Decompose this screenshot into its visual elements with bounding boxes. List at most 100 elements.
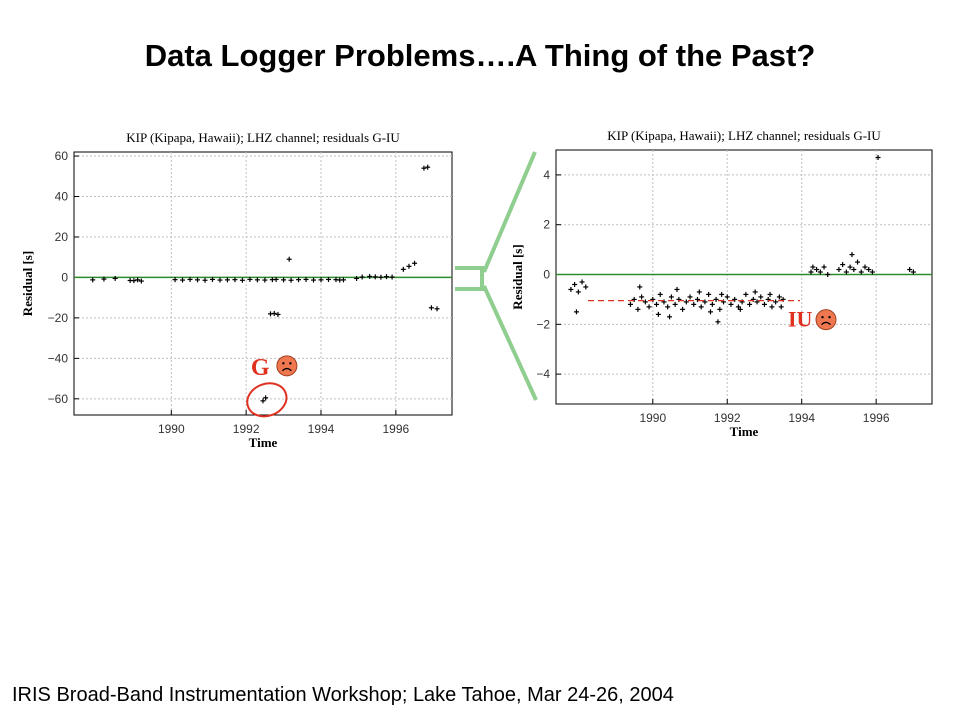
data-point	[910, 269, 916, 275]
plot-frame	[73, 151, 453, 416]
data-point	[90, 277, 96, 283]
x-axis-label: Time	[249, 435, 278, 450]
data-point	[434, 306, 440, 312]
data-point	[354, 275, 360, 281]
data-point	[275, 311, 281, 317]
data-point	[254, 277, 260, 283]
data-point	[719, 291, 725, 297]
data-point	[717, 306, 723, 312]
x-tick-label: 1990	[639, 411, 666, 425]
data-point	[724, 294, 730, 300]
data-point	[758, 294, 764, 300]
data-point	[715, 319, 721, 325]
data-point	[778, 304, 784, 310]
data-point	[372, 274, 378, 280]
data-point	[135, 277, 141, 283]
y-tick-label: −60	[48, 392, 69, 406]
data-point	[303, 276, 309, 282]
y-tick-label: 4	[543, 168, 550, 182]
data-point	[583, 284, 589, 290]
data-point	[286, 256, 292, 262]
data-point	[862, 264, 868, 270]
data-point	[732, 296, 738, 302]
y-axis-label: Residual [s]	[20, 251, 35, 316]
data-point	[840, 262, 846, 268]
data-point	[907, 267, 913, 273]
data-point	[847, 264, 853, 270]
data-point	[707, 309, 713, 315]
sad-face-mouth	[281, 367, 292, 372]
data-point	[668, 294, 674, 300]
data-point	[260, 398, 266, 404]
data-point	[654, 301, 660, 307]
sad-face-eye	[282, 362, 285, 365]
x-tick-label: 1992	[233, 422, 260, 436]
y-tick-label: −2	[536, 317, 550, 331]
x-tick-label: 1996	[383, 422, 410, 436]
y-tick-label: 20	[55, 230, 69, 244]
data-point	[849, 252, 855, 258]
data-point	[202, 277, 208, 283]
data-point	[325, 276, 331, 282]
data-point	[642, 299, 648, 305]
data-point	[384, 274, 390, 280]
y-tick-label: −40	[48, 351, 69, 365]
data-point	[412, 260, 418, 266]
data-point	[709, 301, 715, 307]
data-point	[646, 304, 652, 310]
y-tick-label: 2	[543, 218, 550, 232]
data-point	[631, 296, 637, 302]
data-point	[579, 279, 585, 285]
sad-face-circle	[815, 309, 837, 331]
data-point	[655, 311, 661, 317]
data-point	[575, 289, 581, 295]
y-tick-label: −20	[48, 311, 69, 325]
data-point	[667, 314, 673, 320]
data-point	[572, 281, 578, 287]
zoom-connector	[455, 151, 538, 401]
data-point	[224, 277, 230, 283]
x-tick-label: 1996	[863, 411, 890, 425]
chart-zoomed-g-iu: 1990 1992 1994 1996 −4 −2 0 2 4 KIP (Kipapa, Hawa…	[510, 128, 933, 439]
x-tick-label: 1992	[714, 411, 741, 425]
sad-face-mouth	[821, 321, 831, 326]
data-point	[635, 306, 641, 312]
data-point	[273, 276, 279, 282]
data-point	[112, 275, 118, 281]
data-point	[836, 267, 842, 273]
x-tick-label: 1994	[308, 422, 335, 436]
data-point	[843, 269, 849, 275]
data-point	[821, 264, 827, 270]
data-point	[209, 276, 215, 282]
data-point	[627, 301, 633, 307]
data-point	[866, 267, 872, 273]
data-point	[639, 294, 645, 300]
data-point	[262, 277, 268, 283]
data-point	[296, 277, 302, 283]
sad-face-eye	[289, 362, 292, 365]
footer-text: IRIS Broad-Band Instrumentation Workshop…	[12, 684, 674, 706]
annotation-label: G	[251, 355, 270, 381]
data-point	[858, 269, 864, 275]
data-point	[687, 294, 693, 300]
sad-face-icon	[276, 355, 298, 377]
zoom-line-top	[482, 151, 537, 273]
data-point	[406, 263, 412, 269]
sad-face-icon	[815, 309, 837, 331]
data-point	[573, 309, 579, 315]
data-point	[187, 276, 193, 282]
y-axis-label: Residual [s]	[510, 244, 525, 309]
data-point	[817, 269, 823, 275]
chart-title: KIP (Kipapa, Hawaii); LHZ channel; resid…	[126, 130, 400, 145]
data-point	[776, 294, 782, 300]
data-point	[773, 299, 779, 305]
data-point	[810, 264, 816, 270]
annotation-circle	[246, 382, 288, 418]
data-point	[367, 273, 373, 279]
data-point	[674, 286, 680, 292]
data-point	[851, 267, 857, 273]
data-point	[769, 304, 775, 310]
data-point	[172, 277, 178, 283]
x-tick-label: 1994	[788, 411, 815, 425]
data-point	[754, 299, 760, 305]
